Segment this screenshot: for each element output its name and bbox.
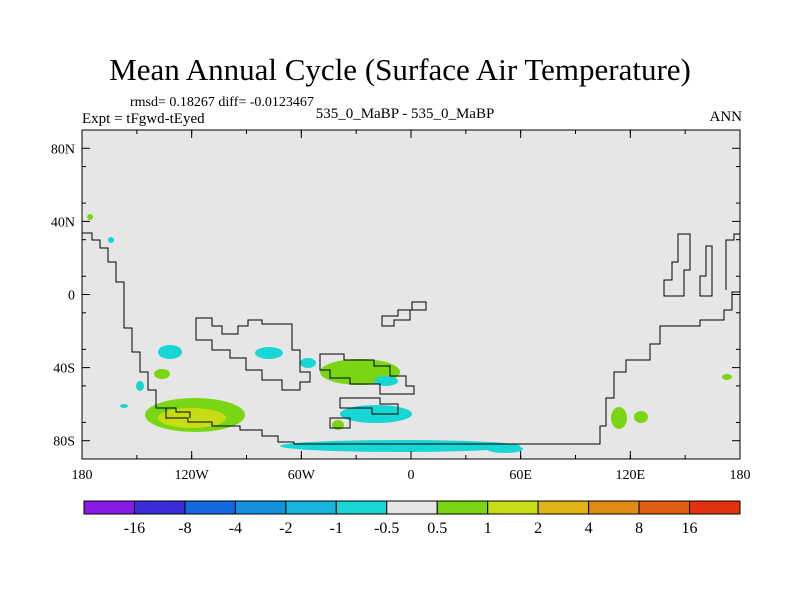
y-tick-label: 40S — [53, 362, 75, 377]
colorbar-label: 8 — [635, 520, 643, 537]
colorbar-swatch — [335, 500, 388, 515]
anomaly-region — [280, 440, 520, 452]
anomaly-region — [154, 369, 170, 379]
x-axis: 180 120W 60W 0 60E 120E 180 — [72, 130, 751, 483]
coastlines — [82, 232, 740, 445]
coastline-west — [82, 232, 740, 445]
colorbar-swatch — [689, 500, 741, 515]
colorbar-swatch — [184, 500, 236, 515]
anomaly-region — [487, 445, 523, 453]
coastline-island — [381, 301, 427, 327]
anomaly-region — [158, 345, 182, 359]
chart-subtitle: 535_0_MaBP - 535_0_MaBP — [315, 106, 495, 122]
coastline-island — [339, 397, 399, 415]
x-tick-label: 120E — [616, 468, 646, 483]
coastline-island — [195, 317, 311, 391]
colorbar-swatch — [537, 500, 590, 515]
colorbar-label: 2 — [534, 520, 542, 537]
stats-label: rmsd= 0.18267 diff= -0.0123467 — [130, 95, 314, 110]
colorbar-label: 0.5 — [427, 520, 447, 537]
x-tick-label: 0 — [408, 468, 415, 483]
colorbar-swatch — [133, 500, 186, 515]
x-tick-label: 60E — [509, 468, 532, 483]
coastline-east — [725, 233, 740, 290]
y-tick-label: 0 — [68, 289, 75, 304]
experiment-label: Expt = tFgwd-tEyed — [82, 111, 205, 127]
colorbar-swatch — [386, 500, 438, 515]
anomaly-region — [634, 411, 648, 423]
colorbar-label: -16 — [124, 520, 145, 537]
anomaly-region — [722, 374, 732, 380]
coastline-island — [699, 245, 713, 297]
colorbar-swatch — [638, 500, 691, 515]
y-tick-label: 80S — [53, 435, 75, 450]
y-tick-label: 80N — [51, 142, 75, 157]
anomaly-region — [158, 408, 226, 428]
colorbar-label: 4 — [585, 520, 593, 537]
colorbar-swatch — [83, 500, 135, 515]
anomaly-region — [255, 347, 283, 359]
anomaly-region — [300, 358, 316, 368]
colorbar-label: -1 — [330, 520, 343, 537]
anomaly-region — [611, 407, 627, 429]
chart-title: Mean Annual Cycle (Surface Air Temperatu… — [109, 52, 691, 87]
x-tick-label: 180 — [730, 468, 751, 483]
coastline-island — [329, 417, 351, 429]
colorbar-label: 16 — [682, 520, 698, 537]
season-label: ANN — [709, 109, 743, 125]
colorbar-label: -2 — [279, 520, 292, 537]
coastline-island — [160, 407, 191, 418]
coastline-island — [319, 353, 415, 395]
colorbar: -16 -8 -4 -2 -1 -0.5 0.5 1 2 4 8 16 — [83, 500, 741, 537]
colorbar-swatch — [436, 500, 489, 515]
x-tick-label: 60W — [288, 468, 316, 483]
anomaly-region — [87, 214, 93, 220]
colorbar-swatch — [285, 500, 337, 515]
coastline-island — [663, 233, 691, 297]
y-axis: 80N 40N 0 40S 80S — [51, 129, 740, 460]
x-tick-label: 120W — [175, 468, 210, 483]
anomaly-region — [136, 381, 144, 391]
y-tick-label: 40N — [51, 215, 75, 230]
colorbar-label: -8 — [178, 520, 191, 537]
colorbar-label: 1 — [484, 520, 492, 537]
colorbar-swatch — [588, 500, 640, 515]
colorbar-swatch — [234, 500, 287, 515]
colorbar-label: -0.5 — [374, 520, 399, 537]
colorbar-label: -4 — [229, 520, 242, 537]
anomaly-region — [108, 237, 114, 243]
colorbar-swatch — [487, 500, 539, 515]
anomaly-region — [120, 404, 128, 408]
x-tick-label: 180 — [72, 468, 93, 483]
